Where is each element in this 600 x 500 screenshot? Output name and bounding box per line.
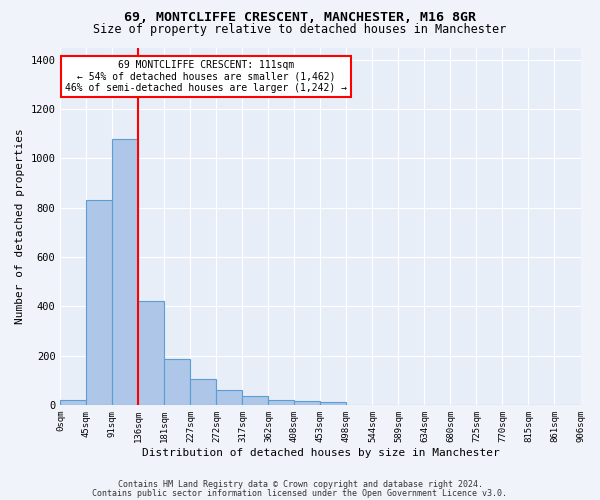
Text: 69, MONTCLIFFE CRESCENT, MANCHESTER, M16 8GR: 69, MONTCLIFFE CRESCENT, MANCHESTER, M16…: [124, 11, 476, 24]
Bar: [320, 402, 346, 405]
Y-axis label: Number of detached properties: Number of detached properties: [15, 128, 25, 324]
Bar: [295, 401, 320, 405]
Bar: [242, 396, 268, 405]
Bar: [112, 138, 139, 405]
Bar: [164, 359, 190, 405]
Bar: [61, 400, 86, 405]
X-axis label: Distribution of detached houses by size in Manchester: Distribution of detached houses by size …: [142, 448, 499, 458]
Bar: [190, 379, 217, 405]
Bar: [217, 390, 242, 405]
Text: Size of property relative to detached houses in Manchester: Size of property relative to detached ho…: [94, 22, 506, 36]
Text: Contains public sector information licensed under the Open Government Licence v3: Contains public sector information licen…: [92, 489, 508, 498]
Text: 69 MONTCLIFFE CRESCENT: 111sqm
← 54% of detached houses are smaller (1,462)
46% : 69 MONTCLIFFE CRESCENT: 111sqm ← 54% of …: [65, 60, 347, 93]
Text: Contains HM Land Registry data © Crown copyright and database right 2024.: Contains HM Land Registry data © Crown c…: [118, 480, 482, 489]
Bar: [268, 400, 295, 405]
Bar: [86, 200, 112, 405]
Bar: [139, 302, 164, 405]
